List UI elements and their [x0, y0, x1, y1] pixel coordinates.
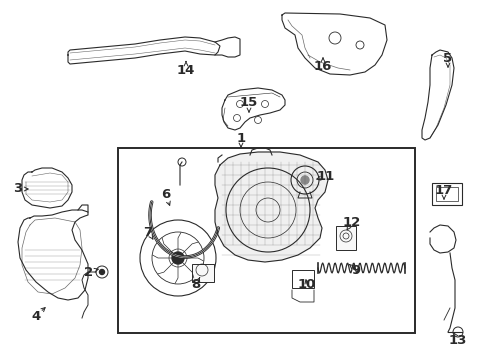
Bar — [192, 264, 214, 282]
Bar — [435, 187, 457, 201]
Text: 1: 1 — [236, 131, 245, 144]
Text: 8: 8 — [191, 279, 200, 292]
Text: 14: 14 — [177, 63, 195, 77]
Text: 12: 12 — [342, 216, 360, 229]
Bar — [291, 270, 313, 288]
Text: 10: 10 — [297, 278, 316, 291]
Text: 6: 6 — [161, 189, 170, 202]
Circle shape — [301, 176, 308, 184]
Bar — [431, 183, 461, 205]
Text: 5: 5 — [443, 51, 451, 64]
Bar — [335, 226, 355, 250]
Circle shape — [172, 252, 183, 264]
Text: 13: 13 — [448, 333, 466, 346]
Text: 9: 9 — [351, 264, 360, 276]
Polygon shape — [215, 152, 327, 262]
Text: 3: 3 — [13, 183, 22, 195]
Text: 2: 2 — [84, 266, 93, 279]
Text: 17: 17 — [434, 184, 452, 197]
Text: 4: 4 — [31, 310, 41, 323]
Text: 15: 15 — [240, 96, 258, 109]
Circle shape — [99, 270, 104, 274]
Bar — [118, 148, 414, 333]
Text: 16: 16 — [313, 60, 331, 73]
Text: 7: 7 — [143, 225, 152, 238]
Text: 11: 11 — [316, 171, 334, 184]
